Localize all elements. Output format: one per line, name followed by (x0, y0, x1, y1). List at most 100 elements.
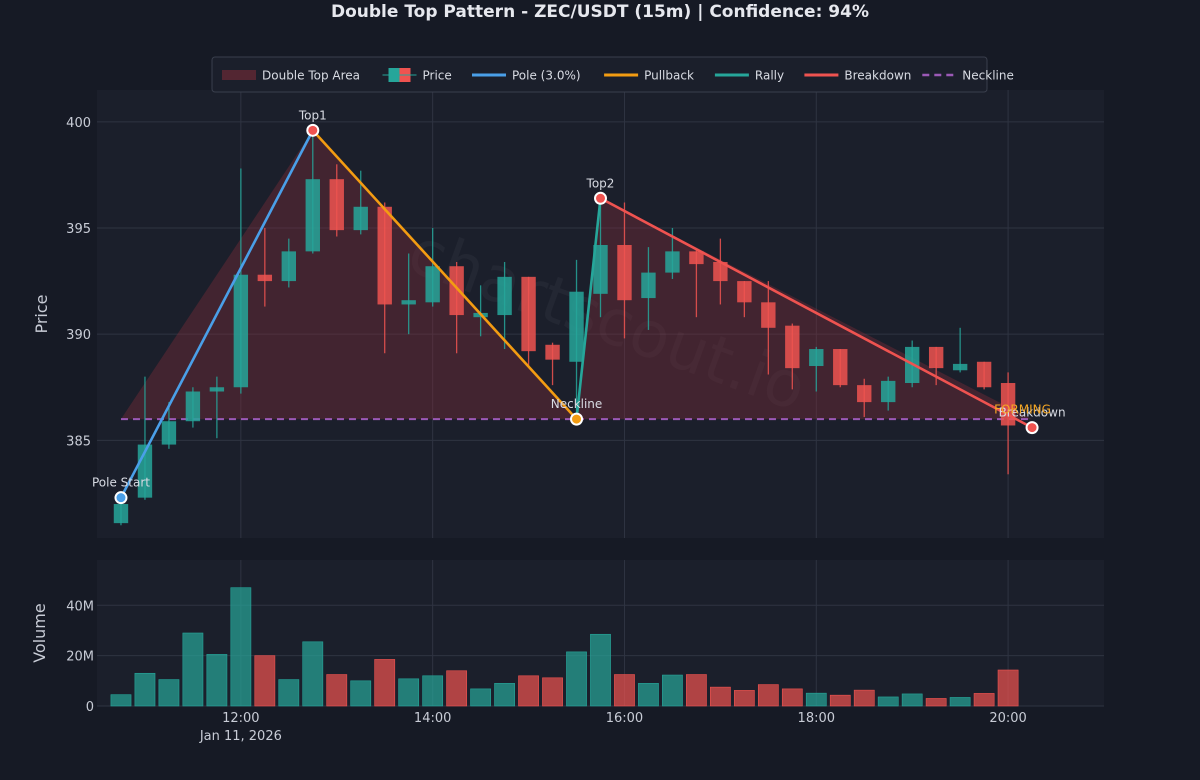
volume-bar (350, 680, 372, 707)
volume-bar (230, 587, 252, 707)
volume-bar (877, 696, 899, 707)
candle-body (281, 251, 297, 282)
volume-bar (182, 632, 204, 707)
volume-bar (638, 683, 659, 707)
x-tick-label: 16:00 (606, 711, 643, 726)
price-tick-label: 395 (66, 222, 91, 237)
status-label-forming: FORMING (994, 403, 1051, 417)
x-tick-label: 12:00 (222, 711, 259, 726)
pattern-point-label: Breakdown (999, 406, 1066, 420)
pattern-point-label: Top1 (298, 108, 327, 122)
volume-bar (662, 674, 683, 707)
pattern-segment-line (599, 196, 1034, 429)
candle-body (617, 244, 632, 301)
volume-bar (733, 690, 755, 707)
candle-body (928, 346, 944, 369)
candle-body (809, 349, 824, 367)
volume-bar (422, 675, 444, 707)
pattern-point-label: Top2 (586, 176, 615, 190)
volume-bar (518, 675, 539, 707)
legend-box (211, 56, 988, 93)
volume-bar (470, 688, 491, 707)
volume-bar (997, 669, 1019, 707)
legend-item-label: Pole (3.0%) (512, 69, 581, 83)
candle-body (569, 291, 584, 362)
pattern-point-neckline (570, 412, 584, 426)
candle-body (976, 361, 992, 388)
volume-bar (206, 654, 228, 707)
pattern-point-label: Pole Start (92, 476, 150, 490)
volume-bar (805, 692, 827, 707)
chart-title: Double Top Pattern - ZEC/USDT (15m) | Co… (331, 2, 869, 22)
candle-body (305, 179, 320, 252)
legend: Double Top Area Price Pole (3.0%) Pullback R… (211, 56, 1014, 93)
candle-body (161, 421, 177, 445)
candle-body (449, 266, 464, 316)
volume-bars (110, 587, 1019, 707)
volume-bar (949, 697, 971, 707)
pattern-lines (119, 129, 1034, 499)
volume-bar (614, 674, 635, 707)
candle-body (209, 387, 225, 392)
candle-body (233, 274, 249, 388)
volume-bar (302, 641, 324, 707)
volume-bar (901, 693, 923, 707)
volume-bar (686, 674, 707, 707)
pattern-point-label: Neckline (551, 397, 603, 411)
volume-bar (781, 688, 803, 707)
candle-body (113, 504, 129, 524)
candle-body (425, 266, 440, 303)
candle-body (713, 261, 728, 282)
volume-bar (590, 633, 611, 707)
legend-item-label: Neckline (962, 69, 1014, 83)
volume-bar (110, 694, 132, 707)
candle-body (761, 302, 776, 328)
volume-bar (134, 672, 156, 707)
candle-body (665, 251, 680, 273)
x-tick-label: 14:00 (414, 711, 451, 726)
candle-body (497, 276, 512, 316)
price-tick-label: 385 (66, 434, 91, 449)
candle-body (593, 244, 608, 294)
volume-bar (829, 694, 851, 707)
candle-body (785, 325, 800, 369)
candle-body (545, 344, 560, 360)
volume-bar (278, 679, 300, 707)
candle-body (737, 281, 752, 303)
volume-bar (853, 689, 875, 707)
candle-body (521, 276, 536, 352)
volume-tick-label: 40M (66, 599, 94, 614)
volume-bar (158, 679, 180, 707)
legend-item-label: Price (423, 69, 452, 83)
volume-tick-label: 20M (66, 650, 94, 665)
volume-bar (566, 651, 587, 707)
volume-bar (374, 659, 396, 707)
x-tick-label: 18:00 (798, 711, 835, 726)
pattern-segment-line (575, 196, 602, 421)
volume-bar (925, 698, 947, 707)
volume-axis-title: Volume (30, 603, 49, 663)
legend-item-label: Breakdown (844, 69, 911, 83)
candle-body (353, 206, 368, 231)
volume-bar (542, 677, 563, 707)
candle-body (952, 363, 968, 371)
volume-bar (446, 670, 468, 707)
price-tick-label: 390 (66, 328, 91, 343)
price-grid: 385 390 395 400 (66, 90, 1104, 538)
candle-body (641, 272, 656, 299)
legend-item-label: Pullback (644, 69, 694, 83)
x-tick-label: 20:00 (989, 711, 1026, 726)
price-tick-label: 400 (66, 116, 91, 131)
axis-labels: Price Volume (30, 294, 51, 662)
pattern-segment-line (311, 129, 578, 421)
candle-body (185, 391, 201, 422)
candle-body (1000, 383, 1016, 426)
volume-bar (494, 683, 515, 707)
pattern-point-breakdown (1025, 421, 1039, 435)
legend-item-label: Double Top Area (262, 69, 360, 83)
volume-bar (710, 686, 731, 707)
candle-body (881, 380, 896, 403)
candle-body (377, 206, 392, 305)
legend-swatch-area (222, 70, 256, 80)
